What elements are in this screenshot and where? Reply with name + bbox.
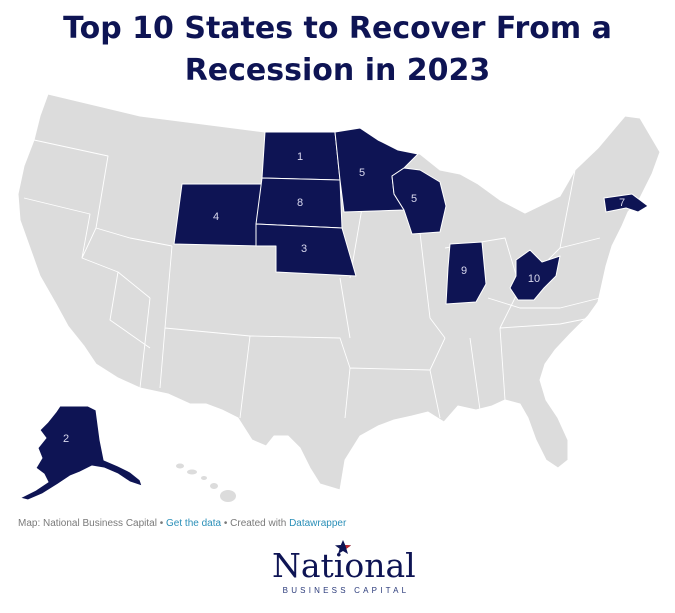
state-wisconsin [391, 167, 447, 235]
title-line-2: Recession in 2023 [184, 53, 491, 88]
footer-separator-2: • Created with [221, 518, 290, 529]
national-business-capital-logo: National BUSINESS CAPITAL [262, 540, 422, 604]
rank-label-minnesota: 5 [359, 167, 365, 179]
rank-label-wyoming: 4 [213, 211, 219, 223]
state-alaska [19, 405, 143, 501]
star-icon [335, 540, 351, 554]
map-title: Top 10 States to Recover From a Recessio… [0, 8, 675, 92]
source-footer: Map: National Business Capital • Get the… [18, 518, 346, 529]
state-borders-east [444, 169, 601, 411]
rank-label-alaska: 2 [63, 433, 69, 445]
rank-label-south-dakota: 8 [297, 197, 303, 209]
rank-label-massachusetts: 7 [619, 197, 625, 209]
footer-separator-1: • [156, 518, 167, 529]
map-credit: Map: National Business Capital [18, 518, 157, 529]
state-nebraska [255, 223, 357, 277]
logo-subtitle: BUSINESS CAPITAL [282, 586, 410, 595]
rank-label-indiana: 9 [461, 265, 467, 277]
logo-wordmark: National [272, 546, 416, 585]
rank-label-west-virginia: 10 [528, 273, 540, 285]
rank-label-north-dakota: 1 [297, 151, 303, 163]
state-west-virginia [509, 249, 561, 301]
rank-label-nebraska: 3 [301, 243, 307, 255]
state-borders-west [23, 139, 251, 419]
hawaii-islands [176, 463, 236, 502]
datawrapper-link[interactable]: Datawrapper [289, 518, 347, 529]
title-line-1: Top 10 States to Recover From a [63, 11, 612, 46]
rank-label-wisconsin: 5 [411, 193, 417, 205]
state-massachusetts [603, 193, 649, 213]
state-indiana [445, 241, 487, 305]
get-the-data-link[interactable]: Get the data [166, 518, 222, 529]
us-map: 1 2 3 4 5 5 7 8 9 10 [17, 93, 661, 502]
